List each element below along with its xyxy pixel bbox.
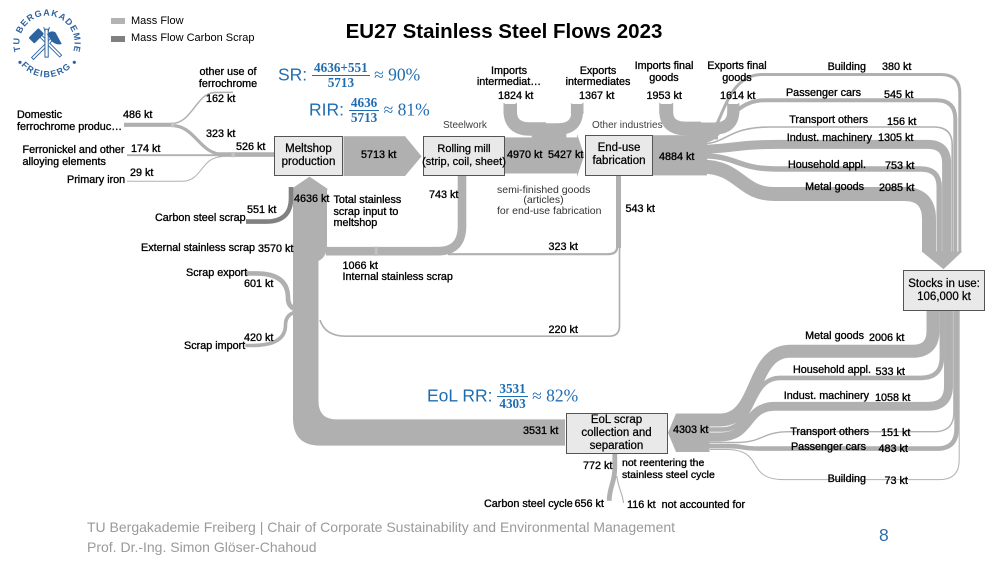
svg-text:FREIBERG: FREIBERG	[20, 60, 74, 80]
